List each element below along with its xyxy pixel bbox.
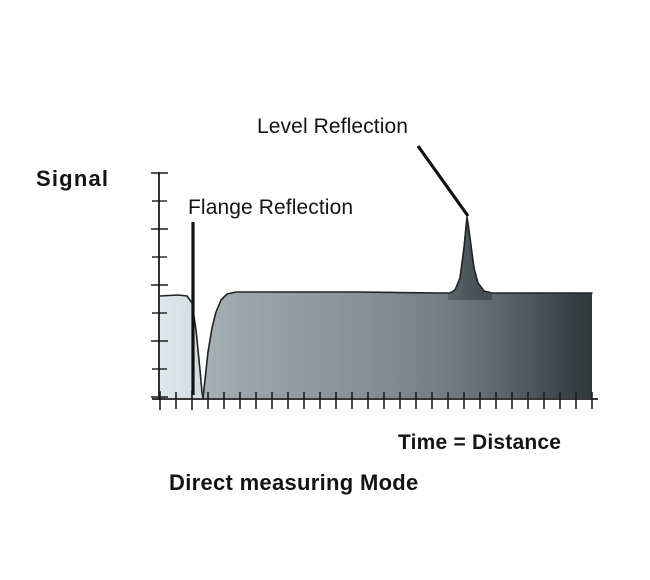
level-reflection-peak: [448, 216, 492, 300]
x-axis-label: Time = Distance: [398, 431, 562, 454]
figure-caption: Direct measuring Mode: [169, 470, 419, 495]
level-reflection-label: Level Reflection: [257, 115, 409, 138]
x-axis: [152, 391, 598, 410]
plateau-area: [203, 217, 592, 398]
y-axis: [151, 172, 168, 400]
flange-reflection-label: Flange Reflection: [188, 196, 354, 219]
flange-block-area: [160, 295, 203, 398]
level-reflection-leader-line: [416, 145, 470, 217]
y-axis-label: Signal: [36, 166, 110, 191]
